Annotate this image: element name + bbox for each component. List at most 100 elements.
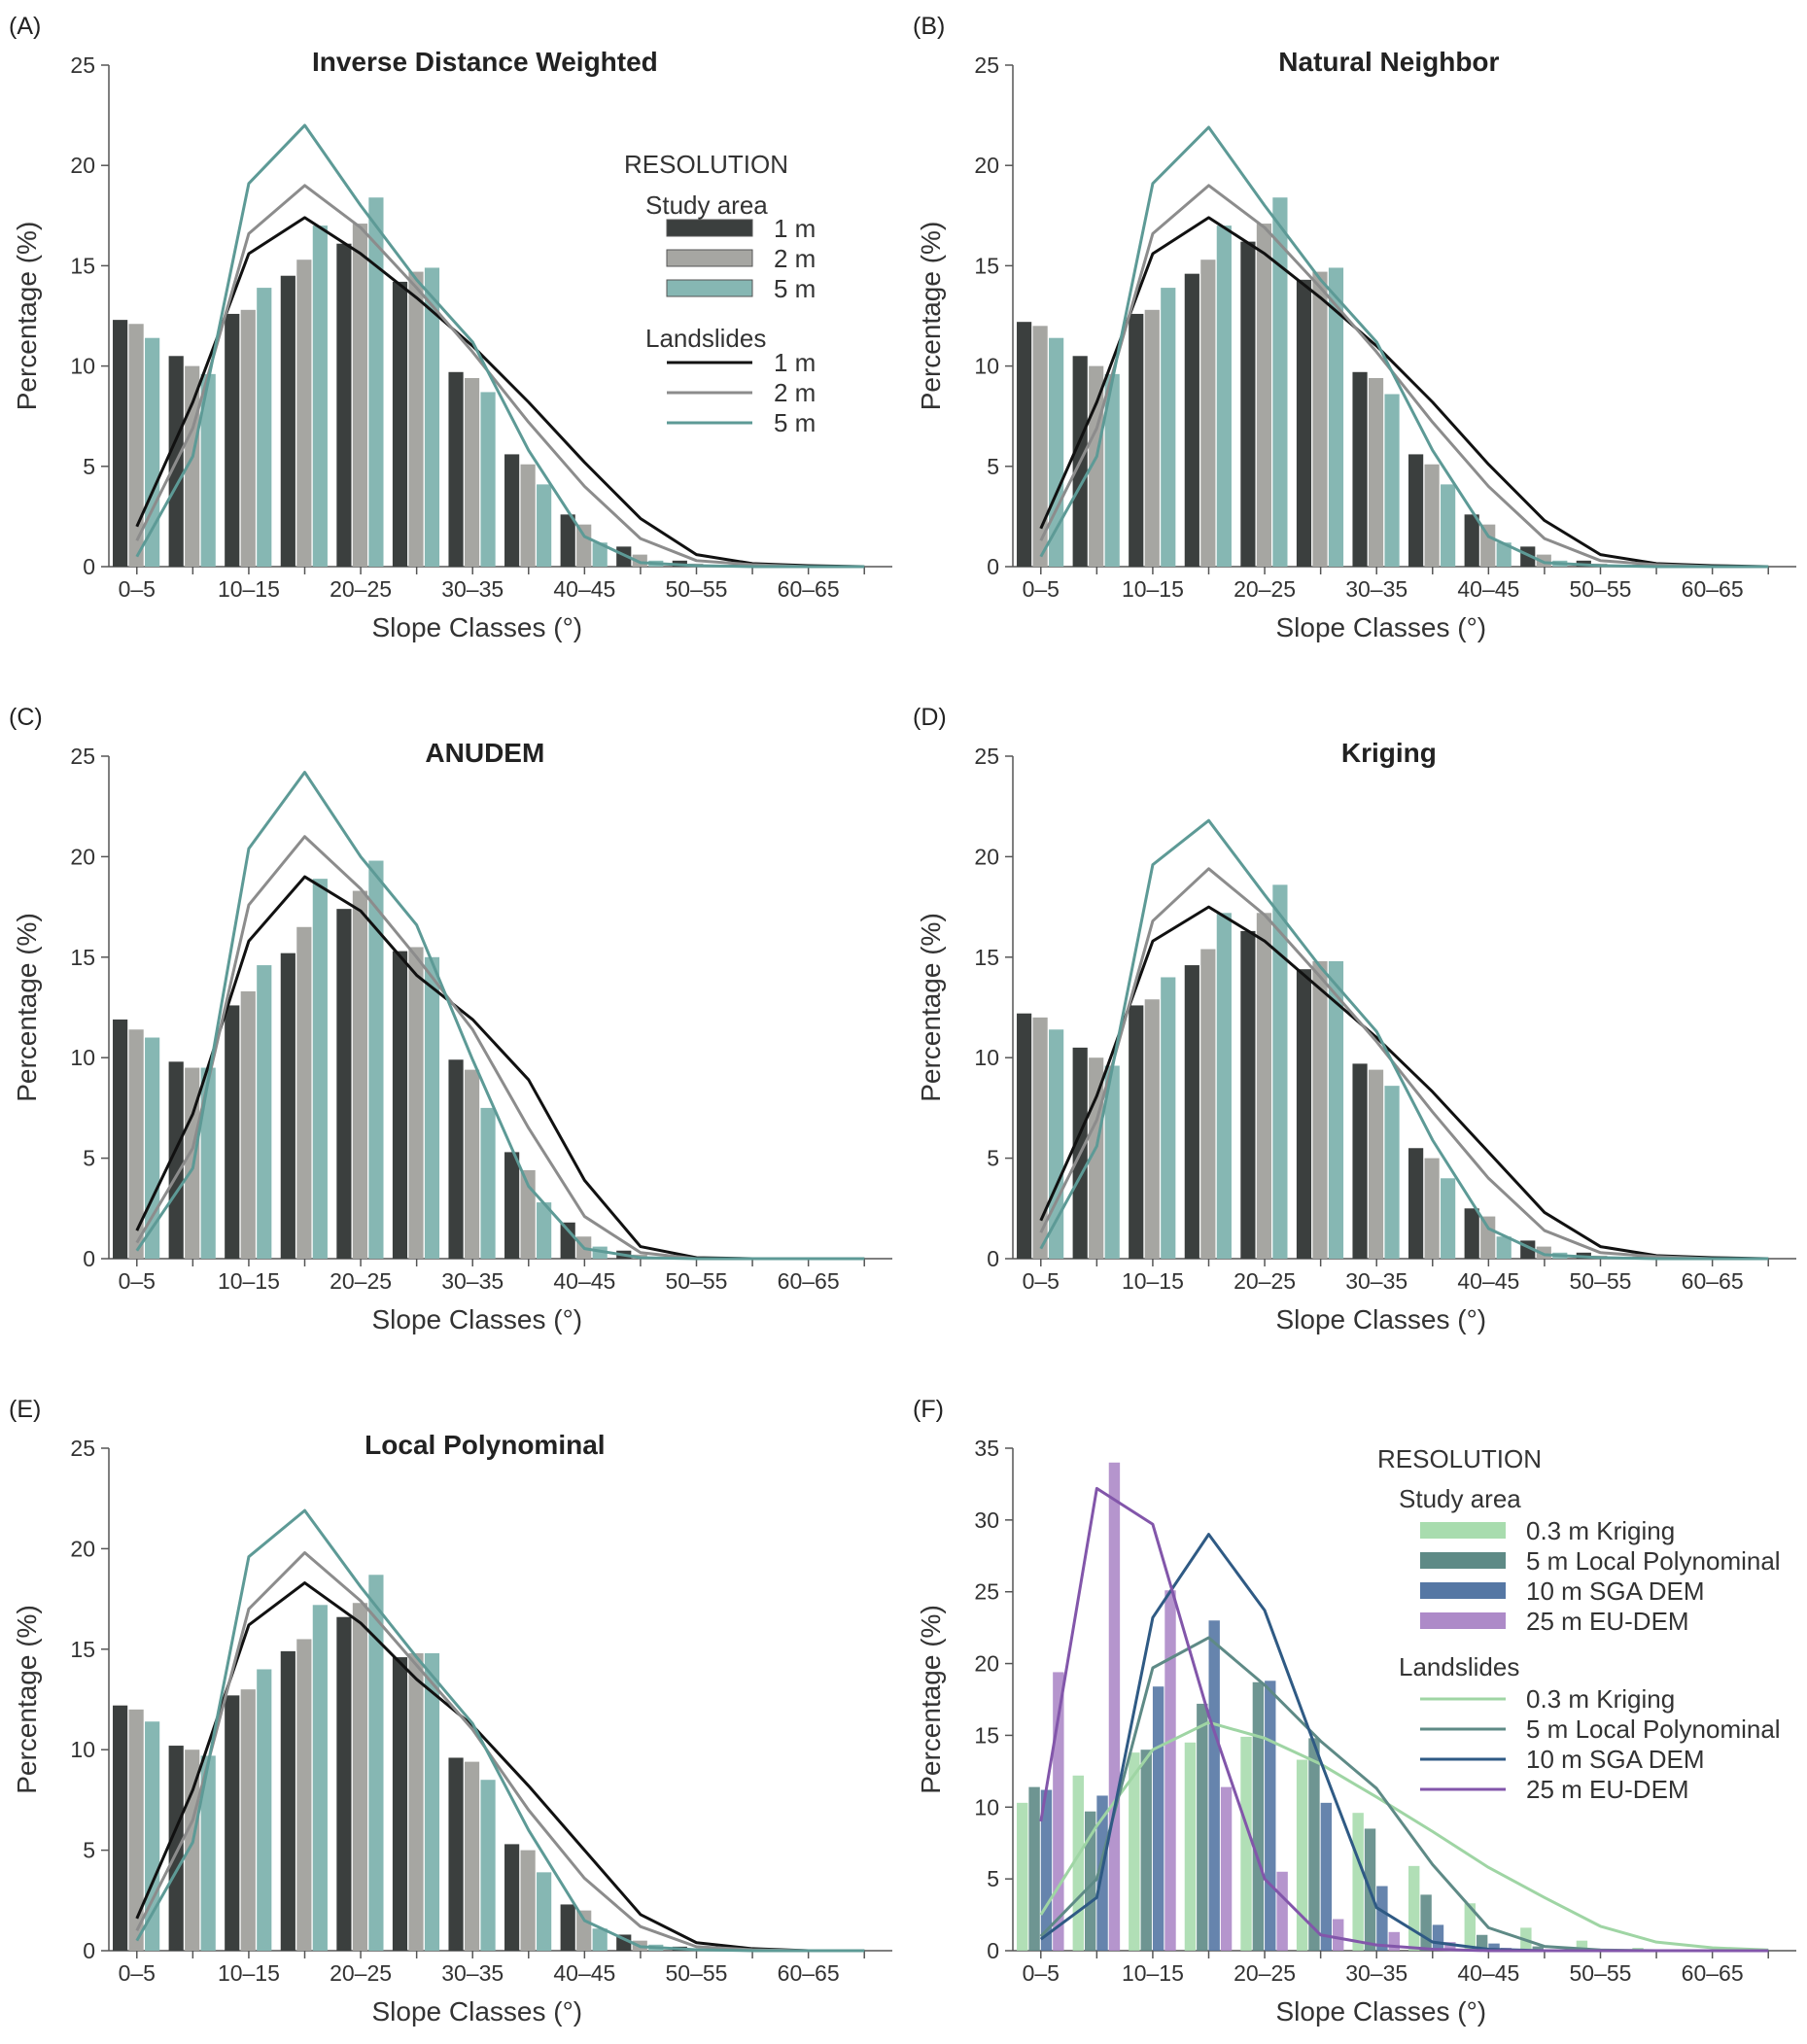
bar: [1144, 309, 1160, 567]
x-tick-label: 20–25: [1234, 576, 1296, 602]
bar: [408, 947, 424, 1259]
bar: [352, 224, 367, 567]
y-axis-label: Percentage (%): [12, 1605, 42, 1794]
bar: [1265, 1680, 1276, 1951]
bar: [1072, 1775, 1084, 1951]
bar: [408, 1652, 424, 1951]
bar-series: [1049, 197, 1623, 567]
legend-landslides-header: Landslides: [1399, 1652, 1519, 1681]
bar: [1384, 1086, 1400, 1259]
legend-item: 5 m: [774, 274, 816, 303]
bar: [448, 1757, 464, 1951]
bar: [336, 243, 352, 567]
bar: [1256, 913, 1271, 1259]
x-tick-label: 50–55: [666, 576, 728, 602]
bar: [1368, 1069, 1384, 1259]
bar: [520, 1170, 536, 1259]
bar: [113, 320, 128, 567]
bar: [1441, 484, 1456, 567]
x-tick-label: 40–45: [553, 576, 615, 602]
bar: [464, 1069, 480, 1259]
bar-series: [1032, 913, 1663, 1259]
y-tick-label: 25: [70, 52, 95, 78]
bar: [280, 275, 295, 567]
bar: [1352, 1063, 1368, 1259]
bar: [257, 1669, 272, 1951]
bar: [504, 1844, 520, 1951]
y-tick-label: 0: [987, 1246, 999, 1271]
x-tick-label: 10–15: [1122, 1268, 1184, 1294]
x-axis-label: Slope Classes (°): [372, 1996, 583, 2027]
bar: [1328, 960, 1344, 1259]
legend-title: RESOLUTION: [1377, 1444, 1542, 1473]
y-tick-label: 20: [70, 1536, 95, 1561]
y-tick-label: 0: [987, 554, 999, 579]
legend-item: 10 m SGA DEM: [1526, 1745, 1705, 1774]
bar: [1464, 1208, 1479, 1259]
bar: [1032, 1017, 1048, 1259]
bar: [128, 324, 144, 567]
bar: [1240, 241, 1256, 567]
bar: [576, 1910, 592, 1951]
y-tick-label: 15: [70, 1637, 95, 1662]
bar-series: [128, 890, 647, 1259]
bar: [1352, 371, 1368, 567]
bar: [1184, 965, 1199, 1259]
bar: [113, 1019, 128, 1259]
legend-item: 10 m SGA DEM: [1526, 1576, 1705, 1606]
bar: [392, 1657, 408, 1951]
x-axis-label: Slope Classes (°): [372, 612, 583, 642]
y-tick-label: 5: [83, 1146, 95, 1171]
series-line: [135, 1508, 865, 1953]
bar: [1208, 1620, 1220, 1951]
bar: [257, 965, 272, 1259]
x-tick-label: 0–5: [1023, 1960, 1060, 1986]
x-tick-label: 30–35: [1345, 576, 1407, 602]
y-tick-label: 0: [83, 1938, 95, 1963]
bar: [280, 953, 295, 1259]
legend-item: 0.3 m Kriging: [1526, 1516, 1675, 1545]
bar: [1408, 1865, 1420, 1951]
y-tick-label: 10: [70, 1045, 95, 1070]
y-tick-label: 15: [974, 945, 999, 970]
x-axis-label: Slope Classes (°): [1276, 1996, 1487, 2027]
bar: [1320, 1802, 1333, 1951]
x-tick-label: 10–15: [1122, 1960, 1184, 1986]
series-line: [1039, 905, 1769, 1261]
bar: [1424, 1158, 1440, 1259]
legend-swatch: [666, 249, 753, 267]
bar: [1312, 960, 1328, 1259]
y-tick-label: 20: [70, 153, 95, 178]
bar: [1164, 1590, 1176, 1951]
bar: [1028, 1786, 1040, 1951]
bar: [1184, 273, 1199, 567]
x-tick-label: 10–15: [218, 1960, 280, 1986]
x-tick-label: 50–55: [1570, 1960, 1632, 1986]
bar: [113, 1705, 128, 1951]
bar: [1049, 1029, 1064, 1259]
bar: [408, 271, 424, 567]
x-tick-label: 20–25: [330, 1268, 392, 1294]
x-axis-label: Slope Classes (°): [372, 1304, 583, 1334]
legend-study-header: Study area: [1399, 1484, 1521, 1513]
panel-label: (C): [9, 704, 43, 731]
panel-e: (E) Local Polynominal 0 5 10 15 20 25 0–5 10–15 20…: [9, 1396, 892, 2027]
x-tick-label: 20–25: [330, 1960, 392, 1986]
x-tick-label: 0–5: [119, 576, 156, 602]
panel-label: (B): [913, 13, 945, 40]
x-tick-label: 60–65: [778, 1960, 840, 1986]
x-tick-label: 50–55: [1570, 1268, 1632, 1294]
bar: [352, 1603, 367, 1951]
bar: [1576, 1940, 1588, 1951]
bar: [480, 392, 496, 567]
y-axis-label: Percentage (%): [12, 913, 42, 1102]
x-tick-label: 40–45: [553, 1268, 615, 1294]
series-line: [1039, 125, 1769, 569]
bar: [225, 1695, 240, 1951]
bar: [1376, 1886, 1388, 1951]
bar: [1408, 454, 1424, 567]
bar: [1420, 1894, 1432, 1951]
bar-series: [1032, 224, 1663, 567]
